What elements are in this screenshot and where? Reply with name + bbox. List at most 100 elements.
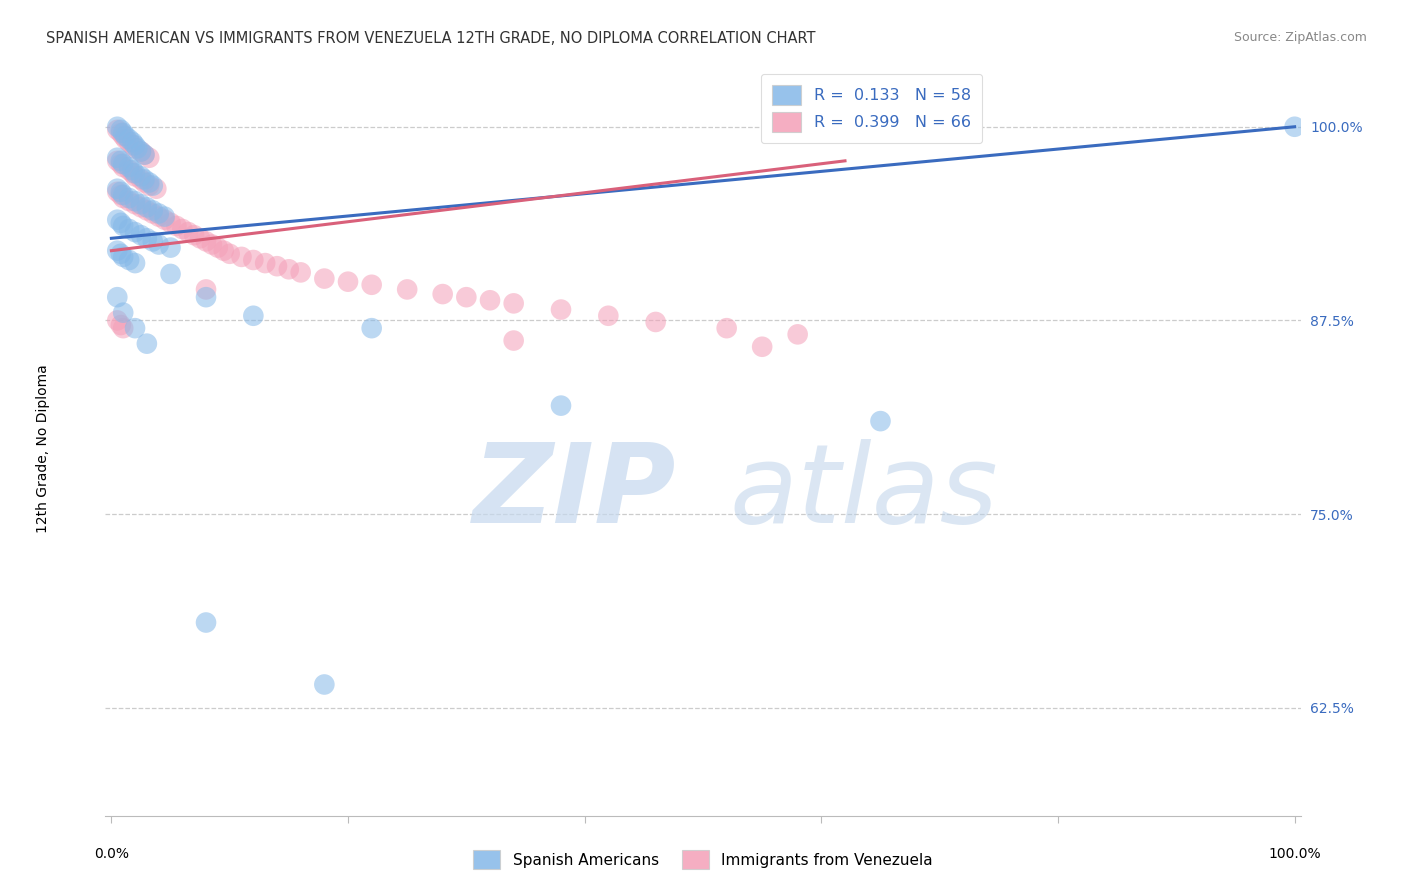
Point <box>129 169 152 184</box>
Point <box>135 203 157 218</box>
Point <box>138 151 160 165</box>
Point <box>129 228 152 243</box>
Point <box>218 247 240 261</box>
Point <box>432 287 454 301</box>
Point <box>135 336 157 351</box>
Point <box>502 296 524 310</box>
Point <box>254 256 277 270</box>
Point <box>134 176 156 190</box>
Point <box>201 237 224 252</box>
Point <box>314 677 336 691</box>
Point <box>124 141 146 155</box>
Point <box>142 203 165 218</box>
Point <box>177 225 200 239</box>
Point <box>195 615 218 630</box>
Point <box>277 262 299 277</box>
Point <box>360 277 382 292</box>
Point <box>716 321 738 335</box>
Text: Source: ZipAtlas.com: Source: ZipAtlas.com <box>1233 31 1367 45</box>
Text: atlas: atlas <box>730 439 998 546</box>
Point <box>118 135 141 149</box>
Point <box>105 120 128 134</box>
Point <box>112 250 135 264</box>
Point <box>124 138 146 153</box>
Point <box>231 250 253 264</box>
Point <box>110 185 132 199</box>
Point <box>124 197 146 211</box>
Point <box>118 252 141 267</box>
Point <box>502 334 524 348</box>
Point <box>550 302 572 317</box>
Point <box>105 290 128 304</box>
Point <box>479 293 502 308</box>
Point <box>172 222 194 236</box>
Point <box>212 244 235 258</box>
Point <box>124 166 146 180</box>
Point <box>134 172 156 186</box>
Point <box>112 191 135 205</box>
Point <box>105 182 128 196</box>
Point <box>129 172 152 186</box>
Point <box>242 309 264 323</box>
Point <box>159 241 181 255</box>
Point <box>159 216 181 230</box>
Point <box>110 216 132 230</box>
Text: SPANISH AMERICAN VS IMMIGRANTS FROM VENEZUELA 12TH GRADE, NO DIPLOMA CORRELATION: SPANISH AMERICAN VS IMMIGRANTS FROM VENE… <box>46 31 815 46</box>
Point <box>786 327 808 342</box>
Point <box>114 132 136 146</box>
Point <box>188 231 211 245</box>
Point <box>112 188 135 202</box>
Point <box>105 313 128 327</box>
Point <box>138 178 160 193</box>
Point <box>290 265 312 279</box>
Point <box>110 318 132 332</box>
Point <box>124 194 146 208</box>
Point <box>550 399 572 413</box>
Point <box>105 244 128 258</box>
Point <box>129 200 152 214</box>
Point <box>183 228 205 243</box>
Text: 0.0%: 0.0% <box>94 847 129 861</box>
Point <box>118 163 141 178</box>
Point <box>118 132 141 146</box>
Point <box>142 206 165 220</box>
Point <box>195 290 218 304</box>
Point <box>124 225 146 239</box>
Point <box>110 188 132 202</box>
Point <box>195 235 218 249</box>
Point <box>110 126 132 140</box>
Point <box>148 237 170 252</box>
Point <box>110 153 132 168</box>
Point <box>124 169 146 184</box>
Point <box>129 145 152 159</box>
Text: ZIP: ZIP <box>474 439 676 546</box>
Point <box>124 256 146 270</box>
Point <box>314 271 336 285</box>
Point <box>145 182 167 196</box>
Point <box>118 160 141 174</box>
Point <box>396 282 419 296</box>
Point <box>165 219 187 233</box>
Point <box>112 219 135 233</box>
Point <box>751 340 773 354</box>
Point <box>159 267 181 281</box>
Point <box>105 212 128 227</box>
Point <box>105 153 128 168</box>
Point <box>129 145 152 159</box>
Point <box>105 123 128 137</box>
Point <box>644 315 666 329</box>
Point <box>105 185 128 199</box>
Point <box>134 147 156 161</box>
Text: 12th Grade, No Diploma: 12th Grade, No Diploma <box>37 364 51 533</box>
Point <box>135 200 157 214</box>
Point <box>118 222 141 236</box>
Point <box>112 157 135 171</box>
Point <box>138 176 160 190</box>
Point <box>148 210 170 224</box>
Point <box>112 321 135 335</box>
Point <box>153 212 176 227</box>
Point <box>121 138 143 153</box>
Point <box>110 123 132 137</box>
Point <box>207 241 229 255</box>
Point <box>121 135 143 149</box>
